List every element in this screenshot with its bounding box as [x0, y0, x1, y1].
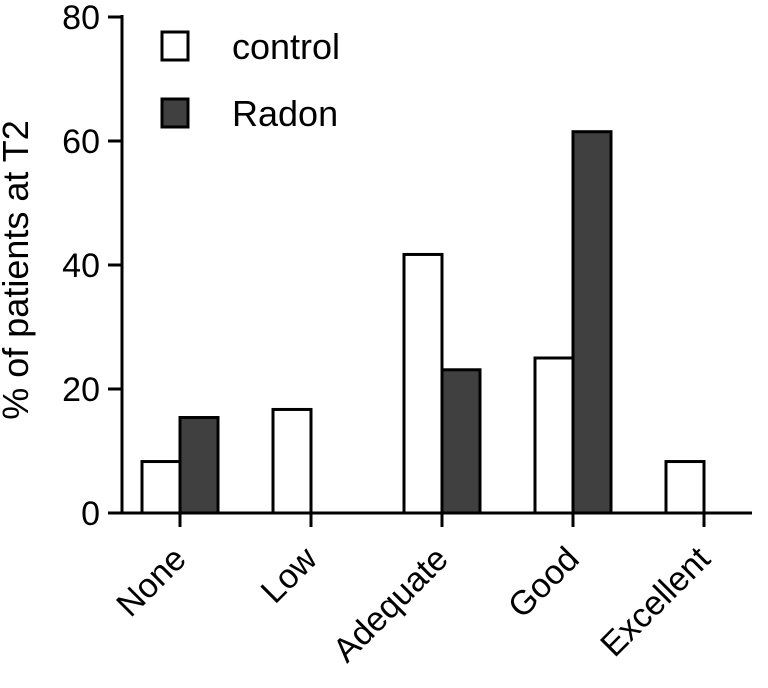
bar-control-none — [140, 460, 182, 515]
legend-swatch-radon — [160, 97, 190, 129]
y-tick-label: 0 — [81, 495, 100, 533]
x-tick-label: None — [109, 540, 193, 624]
bars — [140, 130, 706, 515]
legend: control Radon — [160, 26, 340, 134]
bar-radon-adequate — [440, 368, 482, 515]
bar-radon-good — [571, 130, 613, 515]
bar-control-adequate — [402, 252, 444, 515]
legend-swatch-control — [160, 30, 190, 62]
bar-control-low — [271, 407, 313, 515]
y-tick-label: 20 — [62, 371, 100, 409]
legend-label-radon: Radon — [232, 93, 338, 134]
x-tick-label: Adequate — [326, 540, 456, 670]
y-tick-label: 40 — [62, 247, 100, 285]
legend-label-control: control — [232, 26, 340, 67]
x-tick-label: Good — [501, 540, 587, 626]
x-tick-label: Excellent — [593, 539, 718, 664]
bar-radon-none — [178, 416, 220, 515]
x-axis: None Low Adequate Good Excellent — [109, 511, 752, 670]
x-tick-label: Low — [254, 539, 325, 610]
bar-control-excellent — [664, 460, 706, 515]
y-axis: 0 20 40 60 80 — [62, 0, 124, 533]
y-tick-label: 60 — [62, 123, 100, 161]
y-tick-label: 80 — [62, 0, 100, 37]
bar-control-good — [533, 356, 575, 515]
y-axis-label: % of patients at T2 — [0, 120, 36, 420]
